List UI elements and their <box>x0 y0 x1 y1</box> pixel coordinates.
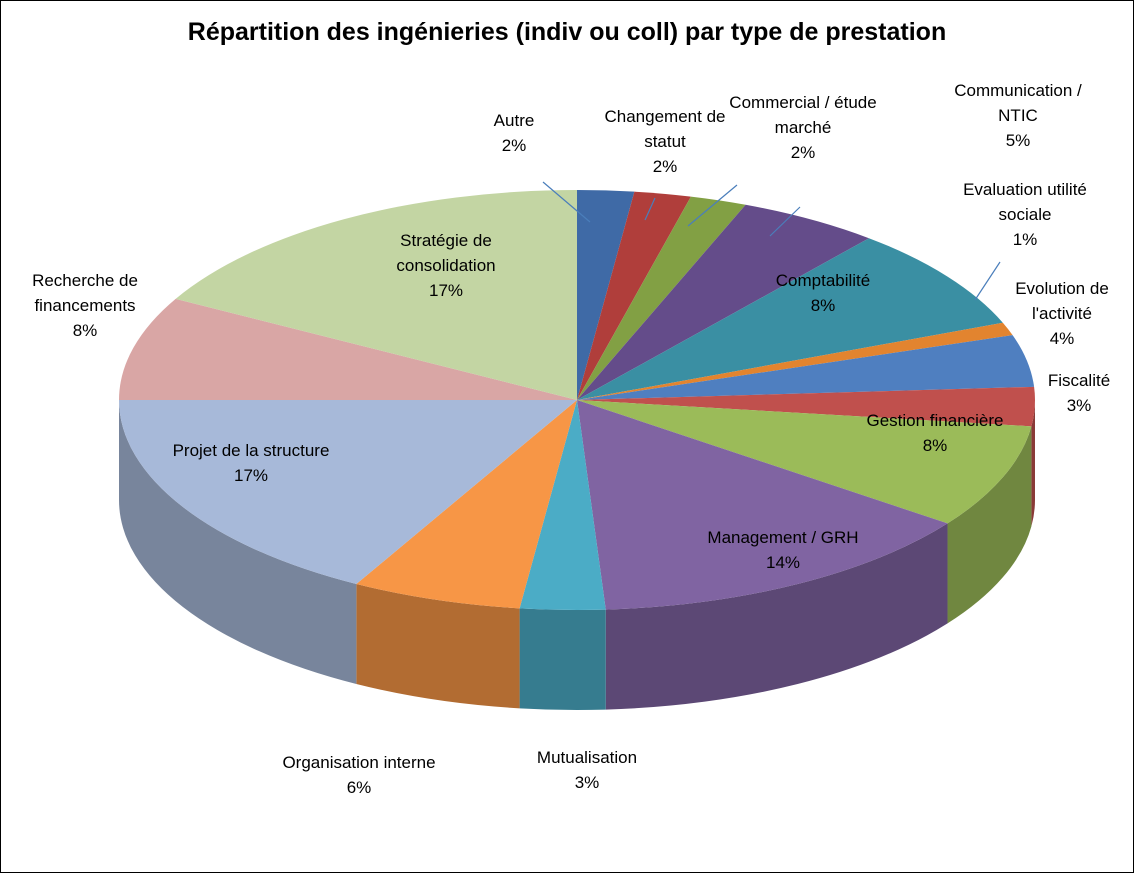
slice <box>577 386 1035 427</box>
slice <box>175 190 577 400</box>
slice-side <box>119 400 357 685</box>
data-label: Evaluation utilité sociale 1% <box>940 177 1110 252</box>
value-label: 4% <box>1049 329 1075 348</box>
slice <box>577 190 635 400</box>
leader-line <box>687 184 738 227</box>
category-label: Fiscalité <box>1047 371 1111 390</box>
value-label: 5% <box>1005 131 1031 150</box>
slice <box>519 400 606 611</box>
value-label: 6% <box>346 778 372 797</box>
value-label: 17% <box>233 466 269 485</box>
slice <box>577 335 1035 400</box>
data-label: Evolution de l'activité 4% <box>1007 276 1117 351</box>
data-label: Stratégie de consolidation 17% <box>366 228 526 303</box>
slice <box>577 191 691 400</box>
slice <box>577 238 1003 400</box>
slice <box>119 298 577 400</box>
value-label: 3% <box>574 773 600 792</box>
value-label: 8% <box>72 321 98 340</box>
value-label: 14% <box>765 553 801 572</box>
slice <box>577 400 948 610</box>
data-label: Organisation interne 6% <box>259 750 459 800</box>
value-label: 3% <box>1066 396 1092 415</box>
category-label: Stratégie de consolidation <box>396 231 496 275</box>
data-label: Gestion financière 8% <box>835 408 1035 458</box>
slice-side <box>356 584 520 709</box>
value-label: 17% <box>428 281 464 300</box>
category-label: Comptabilité <box>775 271 871 290</box>
category-label: Commercial / étude marché <box>729 93 877 137</box>
leader-line <box>542 181 591 223</box>
category-label: Autre <box>493 111 535 130</box>
data-label: Autre 2% <box>474 108 554 158</box>
data-label: Communication / NTIC 5% <box>938 78 1098 153</box>
category-label: Gestion financière <box>866 411 1004 430</box>
value-label: 2% <box>790 143 816 162</box>
slice-side <box>519 608 606 710</box>
slice <box>577 196 746 400</box>
slice-side <box>947 426 1032 624</box>
leader-line <box>974 261 1001 301</box>
category-label: Changement de statut <box>604 107 726 151</box>
category-label: Management / GRH <box>707 528 859 547</box>
slice-side <box>605 523 948 710</box>
data-label: Management / GRH 14% <box>683 525 883 575</box>
data-label: Commercial / étude marché 2% <box>728 90 878 165</box>
leader-line <box>769 206 801 237</box>
slice <box>119 400 577 585</box>
chart-title: Répartition des ingénieries (indiv ou co… <box>187 18 947 46</box>
value-label: 2% <box>501 136 527 155</box>
leader-lines <box>542 181 1001 301</box>
data-label: Fiscalité 3% <box>1039 368 1119 418</box>
category-label: Mutualisation <box>536 748 638 767</box>
value-label: 8% <box>922 436 948 455</box>
pie-tops <box>119 190 1035 611</box>
data-label: Projet de la structure 17% <box>131 438 371 488</box>
data-label: Recherche de financements 8% <box>0 268 170 343</box>
slice <box>356 400 577 609</box>
slice <box>577 322 1013 400</box>
category-label: Recherche de financements <box>32 271 138 315</box>
data-label: Mutualisation 3% <box>497 745 677 795</box>
value-label: 1% <box>1012 230 1038 249</box>
slice <box>577 400 1032 524</box>
slice-side <box>1031 400 1035 527</box>
data-label: Changement de statut 2% <box>600 104 730 179</box>
category-label: Communication / NTIC <box>954 81 1082 125</box>
value-label: 2% <box>652 157 678 176</box>
category-label: Evaluation utilité sociale <box>963 180 1087 224</box>
data-label: Comptabilité 8% <box>753 268 893 318</box>
pie-sides <box>119 400 1035 710</box>
leader-line <box>644 197 656 221</box>
category-label: Projet de la structure <box>172 441 330 460</box>
value-label: 8% <box>810 296 836 315</box>
category-label: Organisation interne <box>282 753 436 772</box>
category-label: Evolution de l'activité <box>1015 279 1109 323</box>
slice <box>577 204 869 400</box>
